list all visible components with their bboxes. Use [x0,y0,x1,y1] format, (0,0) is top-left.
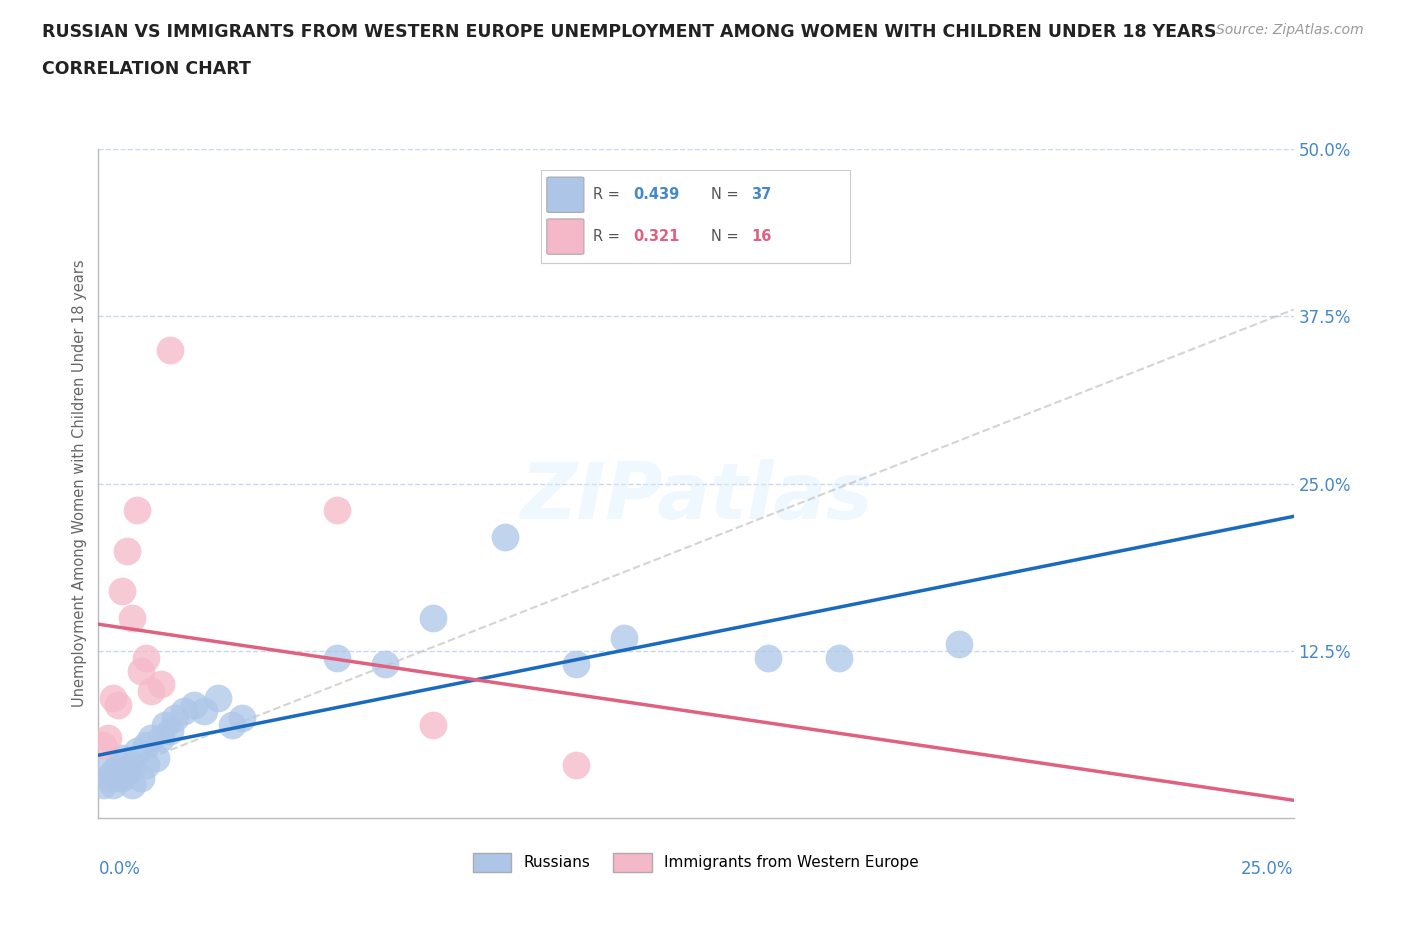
Point [565,657,588,671]
Point [101,764,124,779]
Point [97,731,120,746]
Point [107,757,129,772]
Point [135,650,157,665]
Text: 0.0%: 0.0% [98,860,141,878]
Point [422,717,444,732]
Point [828,650,851,665]
Point [183,698,205,712]
Text: 0.321: 0.321 [633,229,679,244]
Point [125,503,148,518]
Point [149,731,172,746]
Point [97,771,120,786]
Point [107,771,129,786]
Text: 25.0%: 25.0% [1241,860,1294,878]
Point [125,744,148,759]
Point [121,610,143,625]
Text: R =: R = [593,187,620,202]
Point [193,704,215,719]
Point [565,757,588,772]
Point [139,731,162,746]
Point [111,771,134,786]
Point [422,610,444,625]
Point [101,777,124,792]
Text: N =: N = [710,187,738,202]
Point [101,690,124,705]
Point [494,530,516,545]
Point [111,583,134,598]
Point [91,737,114,752]
Point [374,657,396,671]
Point [173,704,195,719]
Text: Source: ZipAtlas.com: Source: ZipAtlas.com [1216,23,1364,37]
Point [107,698,129,712]
Point [149,677,172,692]
Text: N =: N = [710,229,738,244]
Text: 37: 37 [751,187,772,202]
Legend: Russians, Immigrants from Western Europe: Russians, Immigrants from Western Europe [467,847,925,878]
Point [159,724,181,738]
Point [159,342,181,357]
FancyBboxPatch shape [547,219,583,254]
Text: ZIPatlas: ZIPatlas [520,459,872,535]
Point [207,690,229,705]
Point [131,771,153,786]
Point [231,711,253,725]
Point [948,637,970,652]
Point [326,650,349,665]
Point [756,650,779,665]
Point [135,757,157,772]
Text: CORRELATION CHART: CORRELATION CHART [42,60,252,78]
Point [97,757,120,772]
Point [135,737,157,752]
Text: 0.439: 0.439 [633,187,679,202]
Point [163,711,186,725]
Y-axis label: Unemployment Among Women with Children Under 18 years: Unemployment Among Women with Children U… [72,259,87,708]
Point [145,751,167,765]
Point [221,717,243,732]
Point [91,777,114,792]
Point [115,543,138,558]
Point [121,757,143,772]
Point [131,664,153,679]
Text: RUSSIAN VS IMMIGRANTS FROM WESTERN EUROPE UNEMPLOYMENT AMONG WOMEN WITH CHILDREN: RUSSIAN VS IMMIGRANTS FROM WESTERN EUROP… [42,23,1216,41]
Point [139,684,162,698]
Point [326,503,349,518]
Point [111,751,134,765]
Text: 16: 16 [751,229,772,244]
Point [115,764,138,779]
Text: R =: R = [593,229,620,244]
Point [155,717,177,732]
FancyBboxPatch shape [547,177,583,212]
Point [121,777,143,792]
Point [613,631,636,645]
